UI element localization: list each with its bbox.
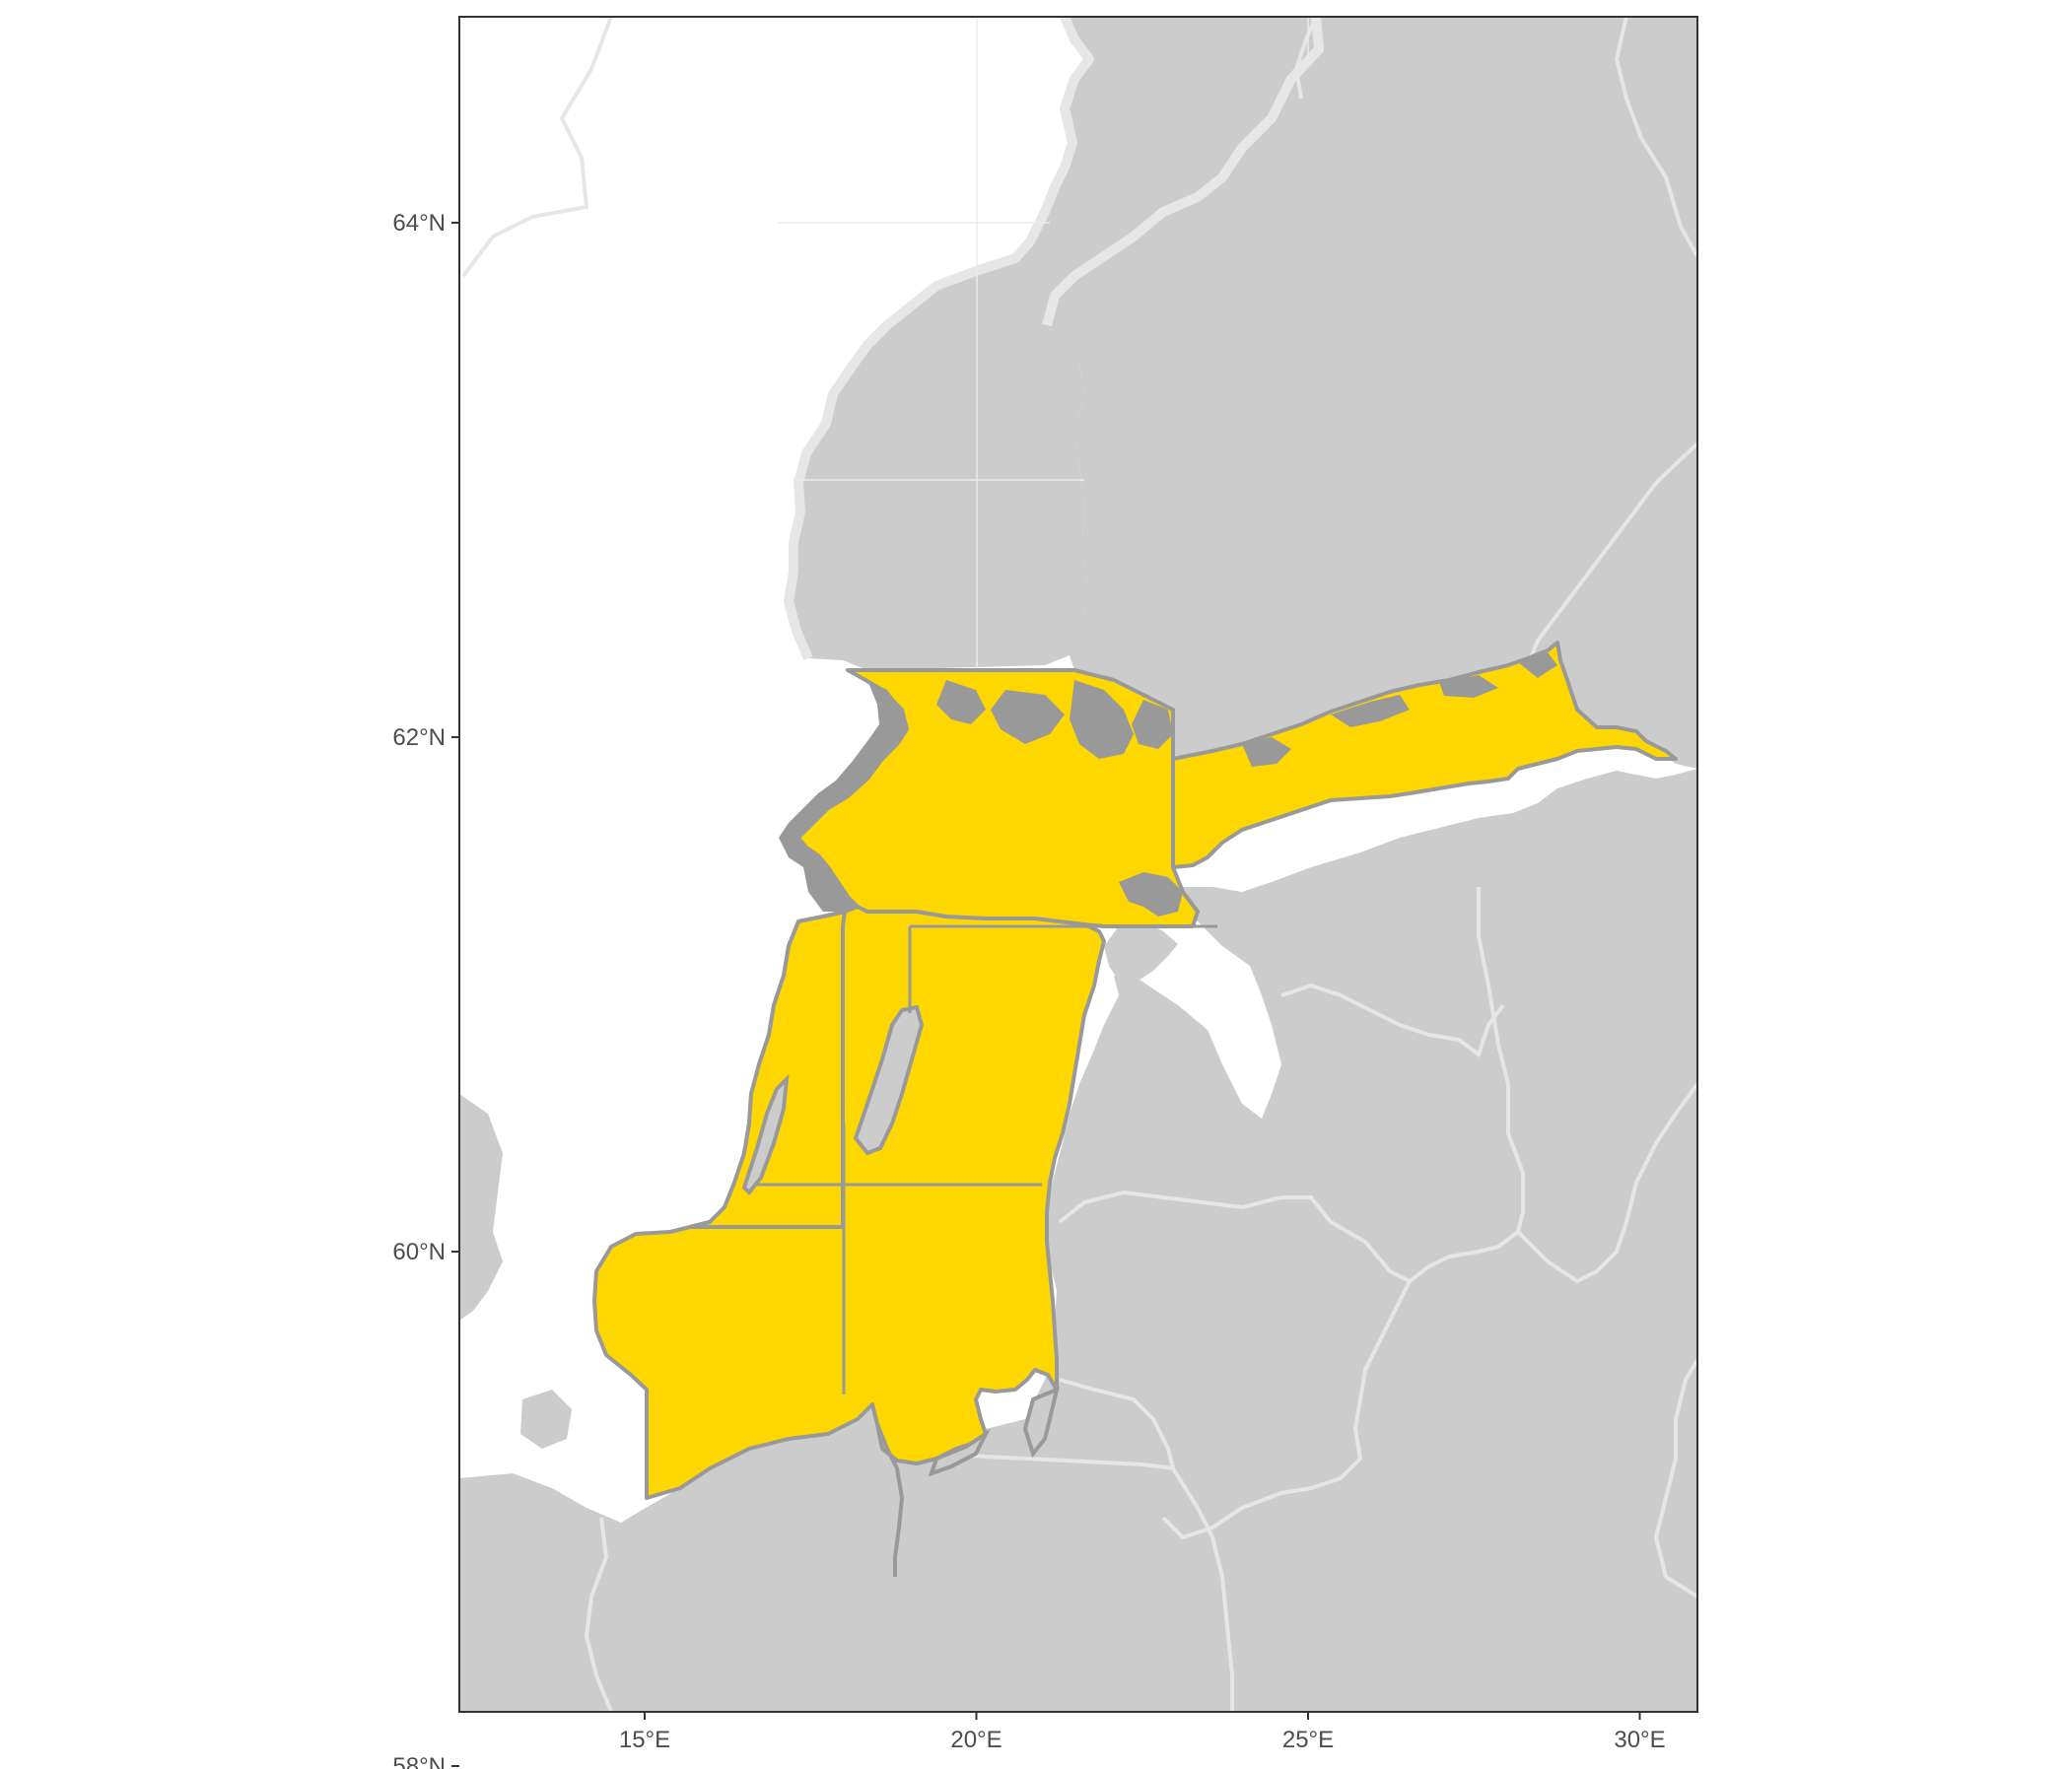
subdivision-boundaries xyxy=(755,668,1217,1395)
archipelago-islets xyxy=(779,652,1557,912)
x-axis: 15°E 20°E 25°E 30°E xyxy=(619,1712,1666,1753)
border-latvia-lithuania xyxy=(1058,1190,1520,1284)
aland-islands xyxy=(1119,872,1183,917)
subdivision-gulf-of-finland[interactable] xyxy=(1171,641,1678,869)
x-tick-label: 30°E xyxy=(1614,1727,1665,1753)
border-finland-russia xyxy=(1614,17,1697,257)
vistula-lagoon xyxy=(928,1428,992,1477)
x-tick-label: 20°E xyxy=(950,1727,1001,1753)
land-poland xyxy=(459,1404,1025,1712)
border-lithuania-belarus xyxy=(1161,1280,1412,1540)
land-scandinavia xyxy=(459,17,1319,670)
x-tick-label: 25°E xyxy=(1282,1727,1334,1753)
y-tick-label: 58°N xyxy=(392,1753,446,1769)
graticule xyxy=(779,17,1309,670)
land-estonian-islands xyxy=(1104,921,1178,984)
border-estonia-latvia xyxy=(1280,983,1505,1058)
border-poland-germany xyxy=(584,1517,613,1712)
border-latvia-russia xyxy=(1477,887,1525,1233)
border-lithuania-kaliningrad xyxy=(1059,1378,1175,1469)
coastline-halo xyxy=(784,17,1324,660)
y-axis: 64°N62°N60°N58°N56°N54°N xyxy=(392,210,459,1769)
border-kaliningrad-poland xyxy=(945,1452,1174,1470)
map-panel[interactable] xyxy=(459,17,1697,1712)
y-tick-label: 60°N xyxy=(392,1239,446,1265)
border-ukraine xyxy=(1653,1358,1697,1599)
border-poland-belarus xyxy=(1171,1466,1234,1712)
curonian-lagoon xyxy=(1022,1386,1060,1459)
panel-border xyxy=(458,16,1698,1713)
gotland-island xyxy=(853,1004,925,1156)
land-denmark xyxy=(459,1094,503,1321)
land-zealand xyxy=(520,1390,572,1449)
x-tick-label: 15°E xyxy=(619,1727,670,1753)
border-belarus-russia xyxy=(1516,1082,1697,1284)
border-sweden-finland xyxy=(1293,17,1318,100)
y-tick-label: 64°N xyxy=(392,210,446,237)
border-sweden-norway xyxy=(461,17,613,278)
vistula-river xyxy=(875,1423,905,1577)
y-tick-label: 62°N xyxy=(392,724,446,751)
land-finland xyxy=(1047,17,1697,788)
